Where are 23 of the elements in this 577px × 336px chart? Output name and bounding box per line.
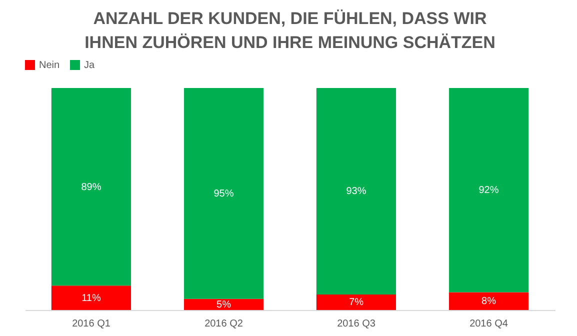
data-label: 89% xyxy=(81,182,102,193)
chart-title: ANZAHL DER KUNDEN, DIE FÜHLEN, DASS WIR IHNEN ZUHÖREN UND IHRE MEINUNG SCHÄTZEN xyxy=(84,9,496,52)
x-tick-label: 2016 Q3 xyxy=(337,318,376,330)
data-label: 5% xyxy=(216,299,232,310)
bar xyxy=(52,286,131,310)
data-label: 95% xyxy=(214,188,234,200)
x-tick-label: 2016 Q1 xyxy=(72,318,111,330)
data-label: 92% xyxy=(478,185,499,196)
bar xyxy=(52,88,131,286)
bar xyxy=(449,292,528,310)
bar xyxy=(449,88,528,292)
bar xyxy=(316,88,396,294)
data-label: 11% xyxy=(82,292,101,304)
bar xyxy=(184,88,264,299)
bar xyxy=(316,294,396,310)
legend-label: Nein xyxy=(39,60,60,71)
data-label: 7% xyxy=(349,297,364,308)
legend-label: Ja xyxy=(84,60,95,71)
data-label: 8% xyxy=(482,296,496,308)
data-label: 93% xyxy=(346,186,366,198)
x-tick-label: 2016 Q4 xyxy=(470,318,508,330)
bar xyxy=(184,298,264,310)
x-tick-label: 2016 Q2 xyxy=(204,318,244,330)
